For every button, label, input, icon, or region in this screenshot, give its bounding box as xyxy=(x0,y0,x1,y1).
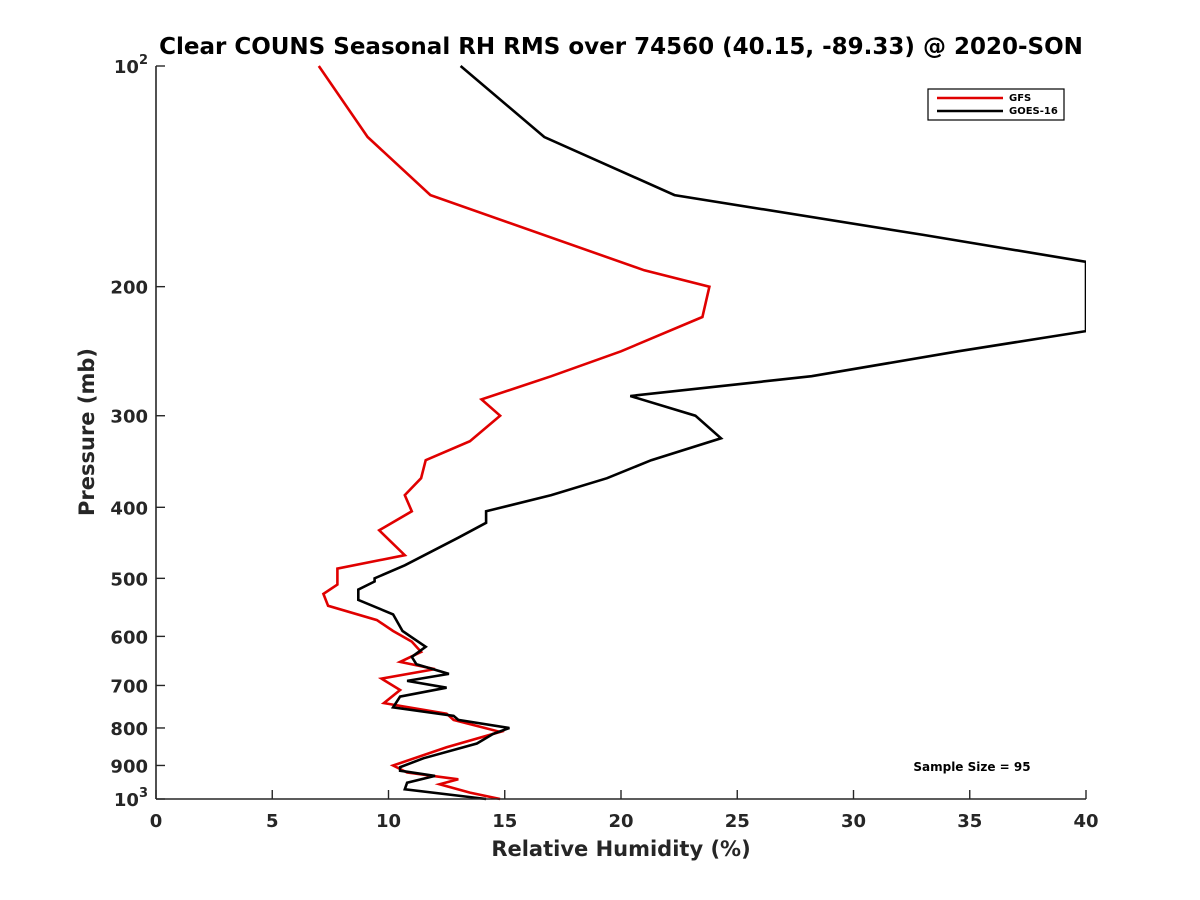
y-tick-label: 700 xyxy=(110,676,148,697)
x-tick-label: 35 xyxy=(957,811,982,832)
x-tick-label: 5 xyxy=(266,811,279,832)
legend-label-gfs: GFS xyxy=(1009,93,1031,104)
x-tick-label: 40 xyxy=(1073,811,1098,832)
y-tick-label: 800 xyxy=(110,719,148,740)
x-tick-label: 25 xyxy=(725,811,750,832)
legend-label-goes16: GOES-16 xyxy=(1009,106,1058,117)
y-tick-label: 500 xyxy=(110,569,148,590)
series-layer xyxy=(317,65,1086,801)
legend: GFS GOES-16 xyxy=(927,88,1065,121)
x-tick-label: 20 xyxy=(608,811,633,832)
sample-size-annotation: Sample Size = 95 xyxy=(913,760,1030,774)
y-tick-label: 300 xyxy=(110,407,148,428)
y-tick-label: 400 xyxy=(110,498,148,519)
y-tick-label: 200 xyxy=(110,278,148,299)
y-tick-label: 102 xyxy=(114,53,148,78)
x-axis-ticks: 0 5 10 15 20 25 30 35 40 xyxy=(150,790,1099,832)
x-tick-label: 15 xyxy=(492,811,517,832)
y-tick-label: 900 xyxy=(110,756,148,777)
legend-box xyxy=(927,88,1065,121)
series-line-gfs xyxy=(317,65,711,801)
y-axis-ticks: 102 200 300 400 500 600 700 800 900 103 xyxy=(110,53,165,811)
chart-title: Clear COUNS Seasonal RH RMS over 74560 (… xyxy=(159,34,1083,60)
y-tick-label: 103 xyxy=(114,786,148,811)
y-axis-label: Pressure (mb) xyxy=(75,348,99,516)
plot-area: 0 5 10 15 20 25 30 35 40 102 200 300 400 500 600 700 80… xyxy=(110,53,1098,832)
x-tick-label: 0 xyxy=(150,811,163,832)
x-tick-label: 30 xyxy=(841,811,866,832)
x-axis-label: Relative Humidity (%) xyxy=(491,837,750,861)
series-line-goes16 xyxy=(357,65,1086,801)
y-tick-label: 600 xyxy=(110,627,148,648)
x-tick-label: 10 xyxy=(376,811,401,832)
